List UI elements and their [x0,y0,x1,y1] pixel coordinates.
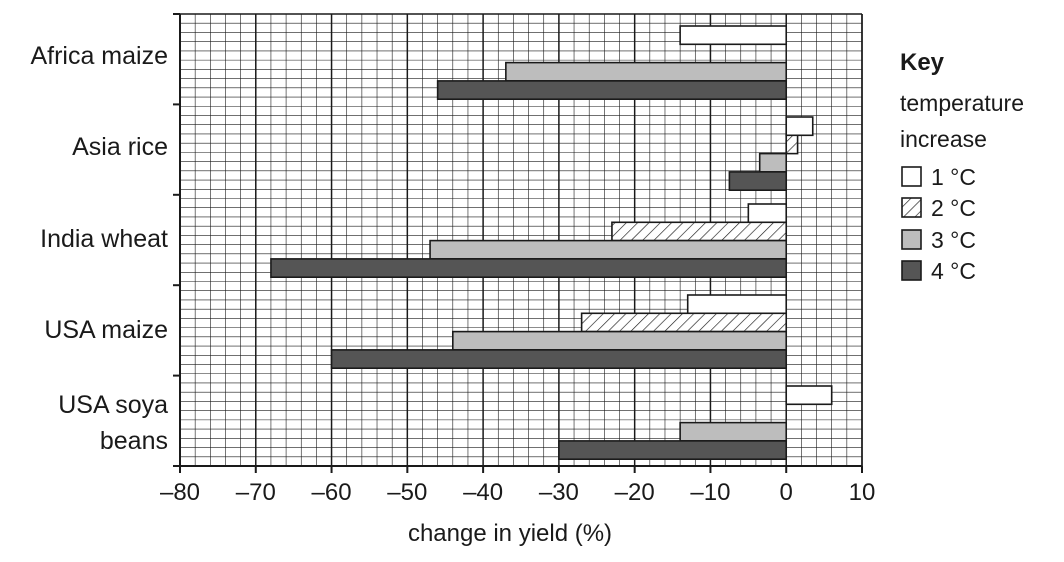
bar-3-series-4 [270,258,788,278]
category-labels: Africa maize Asia rice India wheat USA maiz… [30,42,168,455]
bar-2-series-1 [785,116,814,137]
x-tick-label: 0 [780,479,793,506]
category-label-5: USA soya [58,391,168,419]
legend-title: Key [900,49,945,76]
legend-swatch-4 [901,260,922,281]
legend: Key temperature increase 1 °C 2 °C 3 °C 4 °… [900,49,1024,284]
bar-3-series-2 [611,221,788,242]
x-tick-label: –80 [160,479,200,506]
x-tick-label: –60 [312,479,352,506]
x-tick-label: 10 [849,479,876,506]
legend-label-2: 2 °C [931,195,976,221]
bar-4-series-4 [330,349,788,369]
bar-2-series-2 [785,134,799,155]
bar-4-series-3 [451,330,788,351]
bar-3-series-1 [747,203,788,224]
legend-label-1: 1 °C [931,164,976,190]
legend-label-3: 3 °C [931,227,976,253]
bar-4-series-2 [580,312,788,333]
x-axis-title: change in yield (%) [408,520,612,547]
x-tick-label: –30 [539,479,579,506]
bar-3-series-3 [429,239,788,260]
x-tick-label: –70 [236,479,276,506]
bars [270,25,833,460]
legend-label-4: 4 °C [931,258,976,284]
x-tick-label: –10 [690,479,730,506]
bar-5-series-4 [558,440,788,460]
bar-5-series-3 [679,421,788,442]
bar-4-series-1 [686,294,788,315]
category-label-5: beans [100,427,168,455]
bar-1-series-4 [436,80,788,101]
category-label-2: Asia rice [72,133,168,161]
bar-1-series-3 [505,61,788,82]
legend-swatch-3 [901,229,922,250]
bar-2-series-4 [728,171,788,191]
x-tick-label: –40 [463,479,503,506]
x-tick-label: –20 [615,479,655,506]
category-label-3: India wheat [40,225,168,253]
legend-subtitle-line-1: temperature [900,90,1024,116]
legend-swatch-1 [901,166,922,187]
legend-swatch-2 [901,197,922,218]
bar-2-series-3 [758,152,788,173]
axes [173,13,863,473]
category-label-4: USA maize [44,316,168,344]
category-label-1: Africa maize [30,42,168,70]
legend-subtitle-line-2: increase [900,126,987,152]
x-tick-labels: –80 –70 –60 –50 –40 –30 –20 –10 0 10 [160,479,875,506]
bar-1-series-1 [679,25,788,46]
bar-5-series-1 [785,385,833,406]
x-tick-label: –50 [387,479,427,506]
